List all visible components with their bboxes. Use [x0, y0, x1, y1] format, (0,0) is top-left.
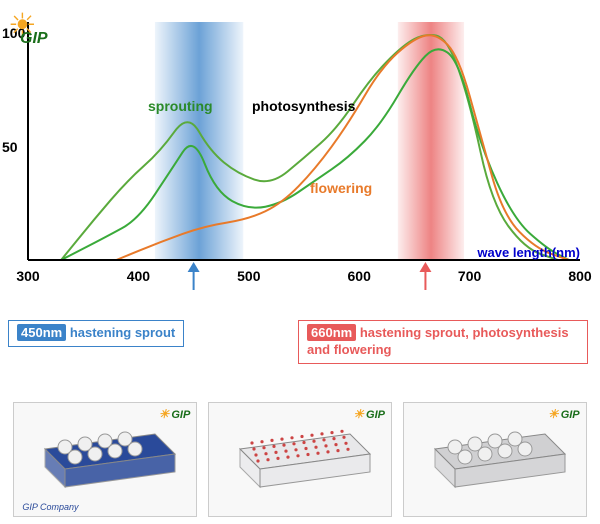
callout-blue-text: hastening sprout	[66, 325, 175, 340]
product-icon	[25, 419, 185, 499]
product-sublabel: GIP Company	[22, 502, 78, 512]
wavelength-450: 450nm	[17, 324, 66, 341]
product-row: GIP GIP Company GIP GIP	[0, 394, 600, 524]
sprouting-label: sprouting	[148, 98, 213, 114]
chart-area: ☀ GIP 50100 300400500600700800 wave leng…	[0, 0, 600, 370]
product-logo: GIP	[159, 407, 191, 421]
sprouting-curve	[61, 49, 569, 260]
callout-450nm: 450nm hastening sprout	[8, 320, 184, 347]
x-tick: 800	[568, 268, 591, 284]
x-tick: 700	[458, 268, 481, 284]
x-tick: 300	[16, 268, 39, 284]
x-tick: 500	[237, 268, 260, 284]
x-tick: 400	[127, 268, 150, 284]
white-grow-light: GIP	[208, 402, 392, 517]
blue-grow-light: GIP GIP Company	[13, 402, 197, 517]
product-logo: GIP	[548, 407, 580, 421]
product-logo: GIP	[353, 407, 385, 421]
silver-grow-light: GIP	[403, 402, 587, 517]
photosynthesis-label: photosynthesis	[252, 98, 355, 114]
wavelength-660: 660nm	[307, 324, 356, 341]
y-tick: 50	[2, 139, 18, 155]
product-icon	[220, 419, 380, 499]
logo-text: GIP	[20, 30, 48, 48]
x-axis-label: wave length(nm)	[477, 245, 580, 260]
x-tick: 600	[348, 268, 371, 284]
flowering-label: flowering	[310, 180, 372, 196]
product-icon	[415, 419, 575, 499]
callout-660nm: 660nm hastening sprout, photosynthesis a…	[298, 320, 588, 364]
